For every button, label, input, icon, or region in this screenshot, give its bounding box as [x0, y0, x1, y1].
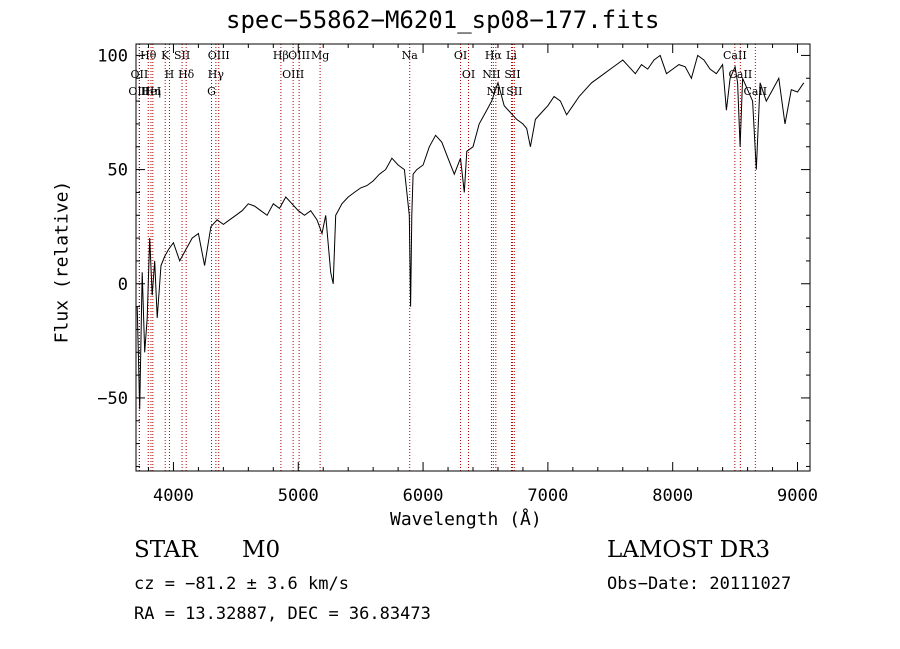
line-label: G	[207, 85, 216, 98]
y-tick-label: −50	[97, 389, 128, 409]
line-label: Hη	[145, 85, 161, 98]
object-class: STAR	[134, 537, 198, 563]
line-label: OI	[462, 68, 475, 81]
observation-date: Obs−Date: 20111027	[607, 574, 792, 594]
line-label: Hθ	[140, 49, 157, 62]
chart-title: spec−55862−M6201_sp08−177.fits	[226, 6, 660, 34]
spectrum-line	[136, 54, 805, 410]
line-label: Hδ	[178, 68, 195, 81]
y-axis-label: Flux (relative)	[51, 180, 73, 344]
line-label: H	[165, 68, 175, 81]
line-label: NII	[487, 85, 505, 98]
line-label: NII	[482, 68, 500, 81]
line-label: OII	[131, 68, 149, 81]
line-label: Na	[402, 49, 419, 62]
line-label: Hγ	[208, 68, 225, 81]
line-label: OIII	[288, 49, 310, 62]
line-label: OIII	[282, 68, 304, 81]
x-axis-label: Wavelength (Å)	[390, 509, 542, 530]
plot-frame	[135, 43, 811, 472]
line-label: K	[161, 49, 170, 62]
y-axis: −50 0 50 100	[97, 46, 810, 467]
y-tick-label: 100	[97, 46, 128, 66]
redshift-cz: cz = −81.2 ± 3.6 km/s	[134, 574, 349, 594]
line-label: OI	[454, 49, 467, 62]
x-tick-label: 9000	[777, 486, 818, 506]
line-label: SII	[174, 49, 190, 62]
coordinates: RA = 13.32887, DEC = 36.83473	[134, 604, 431, 624]
line-label: OIII	[128, 85, 150, 98]
line-label: CaII	[743, 85, 767, 98]
x-axis: 4000 5000 6000 7000 8000 9000	[147, 44, 818, 506]
line-label: CaII	[723, 49, 747, 62]
line-label: Mg	[311, 49, 329, 62]
x-tick-label: 4000	[153, 486, 194, 506]
line-label: CaII	[729, 68, 753, 81]
line-label: SII	[506, 85, 522, 98]
object-subclass: M0	[242, 537, 281, 563]
line-markers	[138, 44, 756, 471]
line-label: Hβ	[273, 49, 289, 62]
x-tick-label: 7000	[527, 486, 568, 506]
x-tick-label: 6000	[403, 486, 444, 506]
line-label: Hα	[485, 49, 503, 62]
x-tick-label: 8000	[652, 486, 693, 506]
y-tick-label: 0	[118, 275, 128, 295]
x-tick-label: 5000	[278, 486, 319, 506]
line-label: SII	[504, 68, 520, 81]
survey-name: LAMOST DR3	[607, 537, 771, 563]
line-label: HeI	[141, 85, 161, 98]
line-label: OIII	[208, 49, 230, 62]
y-tick-label: 50	[108, 161, 128, 181]
line-label: Li	[506, 49, 517, 62]
